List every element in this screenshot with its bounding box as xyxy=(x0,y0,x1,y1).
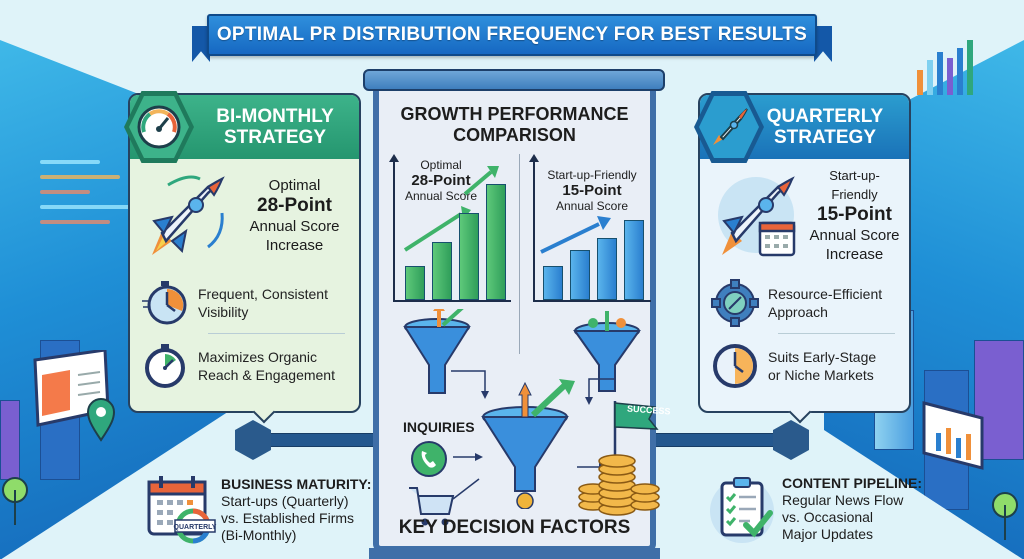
bar xyxy=(543,266,563,300)
bar xyxy=(486,184,506,300)
bi-monthly-strategy-card: BI-MONTHLY STRATEGY Optimal 28-Point Ann… xyxy=(124,91,361,424)
connector-node-left xyxy=(235,420,271,460)
funnel-icon xyxy=(403,309,471,394)
gear-icon xyxy=(711,279,759,327)
tree-icon xyxy=(992,492,1018,540)
factor-heading: CONTENT PIPELINE: xyxy=(782,475,923,491)
bar-chart-decoration-icon xyxy=(917,40,973,95)
tree-icon xyxy=(2,477,28,525)
content-pipeline-factor: CONTENT PIPELINE: Regular News Flow vs. … xyxy=(706,473,922,545)
decision-factors-diagram: SUCCESS INQUIRIES KEY DECISION FACTORS xyxy=(379,309,671,549)
bi-monthly-bar-chart: Optimal 28-Point Annual Score xyxy=(387,154,515,304)
connector-node-right xyxy=(773,420,809,460)
quarterly-strategy-card: QUARTERLY STRATEGY Start-up-Friendly 15-… xyxy=(694,91,911,424)
feature-item: Suits Early-Stage or Niche Markets xyxy=(700,334,909,396)
factor-heading: BUSINESS MATURITY: xyxy=(221,476,372,492)
svg-text:QUARTERLY: QUARTERLY xyxy=(174,524,217,531)
business-maturity-factor: QUARTERLY BUSINESS MATURITY: Start-ups (… xyxy=(145,474,371,546)
hero-stat: Start-up-Friendly 15-Point Annual Score … xyxy=(809,168,900,263)
comparison-charts: Optimal 28-Point Annual Score xyxy=(379,154,651,354)
page-title: OPTIMAL PR DISTRIBUTION FREQUENCY FOR BE… xyxy=(216,24,808,45)
connector-right xyxy=(655,433,780,447)
growth-performance-board: GROWTH PERFORMANCE COMPARISON Optimal 28… xyxy=(373,84,671,552)
funnel-people-icon xyxy=(573,311,641,392)
quarterly-bar-chart: Start-up-Friendly 15-Point Annual Score xyxy=(527,154,655,304)
card-title: BI-MONTHLY STRATEGY xyxy=(216,106,334,148)
divider xyxy=(778,333,895,334)
bar xyxy=(597,238,617,300)
bar xyxy=(432,242,452,300)
hero-row: Optimal 28-Point Annual Score Increase xyxy=(130,159,359,271)
phone-icon xyxy=(411,441,447,477)
board-top-bar xyxy=(363,69,665,91)
feature-item: Frequent, Consistent Visibility xyxy=(130,271,359,333)
hero-row: Start-up-Friendly 15-Point Annual Score … xyxy=(700,159,909,271)
bar xyxy=(405,266,425,300)
banner-ribbon-left xyxy=(192,26,210,62)
hero-stat: Optimal 28-Point Annual Score Increase xyxy=(249,176,340,254)
feature-item: Resource-Efficient Approach xyxy=(700,271,909,333)
stopwatch-icon xyxy=(142,281,187,325)
feature-item: Maximizes Organic Reach & Engagement xyxy=(130,334,359,396)
calendar-icon: QUARTERLY xyxy=(147,476,217,544)
rocket-calendar-icon xyxy=(718,176,796,257)
card-header: BI-MONTHLY STRATEGY xyxy=(124,91,359,163)
bar xyxy=(459,213,479,300)
card-header: QUARTERLY STRATEGY xyxy=(694,91,909,163)
rocket-icon xyxy=(152,175,225,255)
title-banner: OPTIMAL PR DISTRIBUTION FREQUENCY FOR BE… xyxy=(207,14,817,56)
board-base xyxy=(369,548,660,559)
flow-arrows xyxy=(451,370,615,500)
stopwatch-icon xyxy=(145,344,185,388)
growth-arrow-icon xyxy=(403,166,499,252)
divider xyxy=(208,333,345,334)
key-decision-factors-label: KEY DECISION FACTORS xyxy=(398,517,631,538)
conversion-funnel-icon xyxy=(481,379,575,509)
clock-icon xyxy=(713,344,757,388)
growth-arrow-icon xyxy=(540,216,611,254)
speedometer-icon xyxy=(137,105,181,149)
board-title: GROWTH PERFORMANCE COMPARISON xyxy=(400,104,629,145)
monitor-bar-chart-icon xyxy=(922,401,984,470)
header-badge xyxy=(124,91,194,163)
location-pin-icon xyxy=(86,398,116,442)
clipboard-check-icon xyxy=(710,477,774,543)
banner-ribbon-right xyxy=(814,26,832,62)
bar xyxy=(624,220,644,300)
coins-success-flag-icon xyxy=(578,401,660,516)
rocket-icon xyxy=(713,108,748,145)
shopping-cart-icon xyxy=(409,487,455,526)
chart-label: Start-up-Friendly 15-Point Annual Score xyxy=(547,168,637,213)
header-badge xyxy=(694,91,764,163)
inquiries-label: INQUIRIES xyxy=(403,419,475,435)
bar xyxy=(570,250,590,300)
chart-label: Optimal 28-Point Annual Score xyxy=(404,158,478,203)
card-title: QUARTERLY STRATEGY xyxy=(766,106,884,148)
